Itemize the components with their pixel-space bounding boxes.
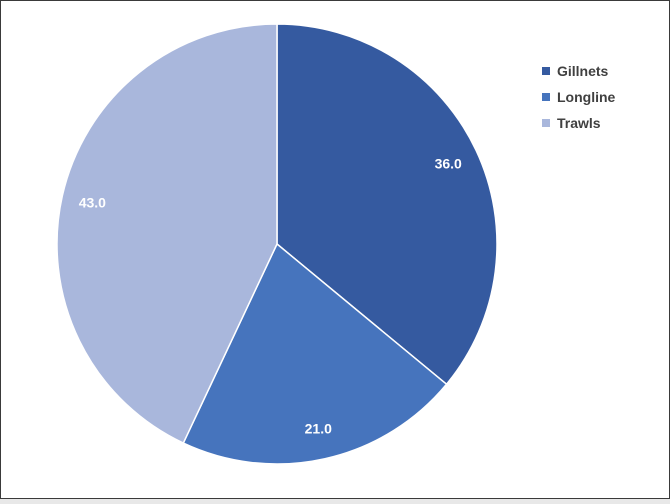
legend-item-gillnets: Gillnets [542, 58, 615, 84]
data-label-trawls: 43.0 [79, 195, 106, 211]
bottom-strip [0, 499, 670, 504]
data-label-longline: 21.0 [305, 421, 332, 437]
legend-label-trawls: Trawls [557, 115, 601, 131]
legend-label-longline: Longline [557, 89, 616, 105]
data-label-gillnets: 36.0 [435, 155, 462, 171]
legend-swatch-longline [542, 93, 550, 101]
legend-item-longline: Longline [542, 84, 615, 110]
pie-slice-gillnets [276, 23, 498, 386]
legend-item-trawls: Trawls [542, 110, 615, 136]
pie-slice-trawls [56, 23, 278, 445]
legend-swatch-trawls [542, 119, 550, 127]
legend: Gillnets Longline Trawls [542, 58, 615, 136]
legend-swatch-gillnets [542, 67, 550, 75]
legend-label-gillnets: Gillnets [557, 63, 609, 79]
pie-slice-longline [182, 242, 448, 465]
